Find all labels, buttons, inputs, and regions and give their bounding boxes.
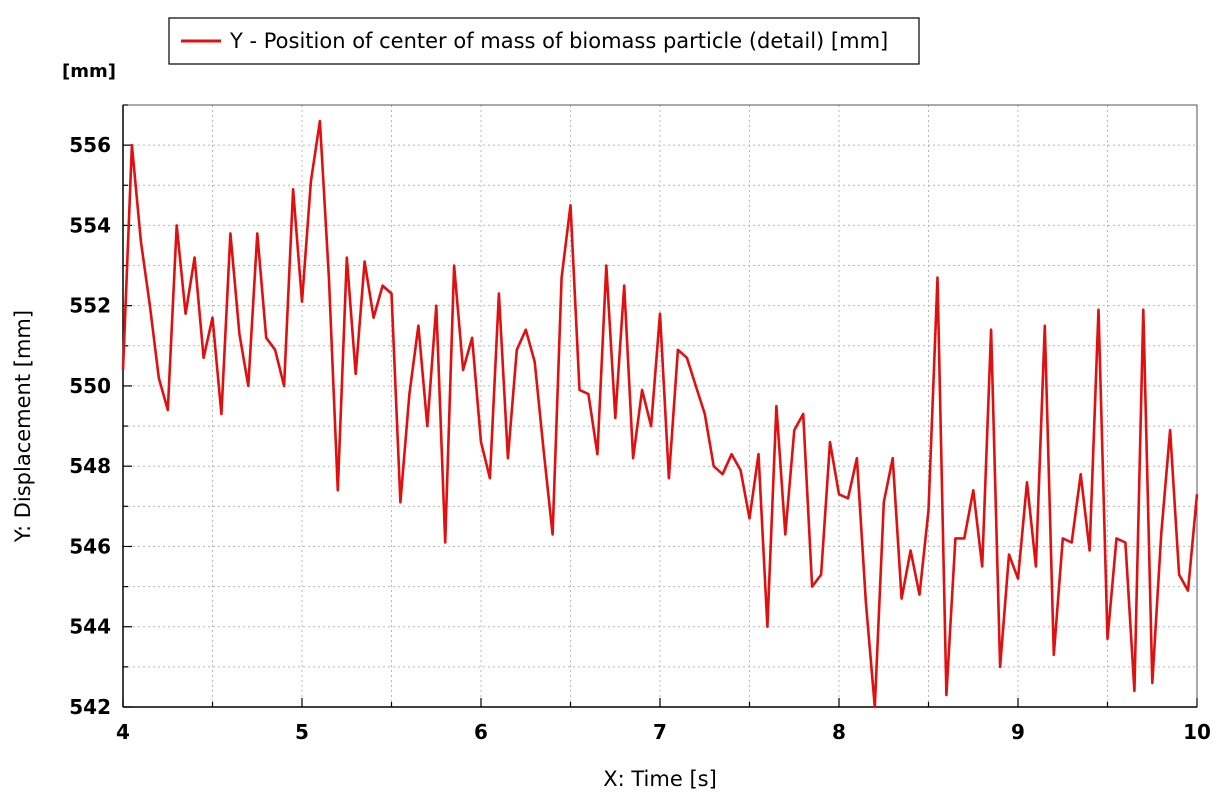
x-tick-label: 10 bbox=[1183, 720, 1211, 744]
y-tick-label: 542 bbox=[69, 695, 111, 719]
legend-label: Y - Position of center of mass of biomas… bbox=[229, 29, 888, 53]
x-tick-label: 8 bbox=[832, 720, 846, 744]
axes: 4 5 6 7 8 9 10 542 544 546 548 550 552 554 556 bbox=[69, 104, 1211, 744]
x-tick-label: 4 bbox=[116, 720, 130, 744]
x-tick-label: 6 bbox=[474, 720, 488, 744]
x-axis-title: X: Time [s] bbox=[603, 767, 717, 791]
y-tick-label: 548 bbox=[69, 454, 111, 478]
x-tick-label: 9 bbox=[1011, 720, 1025, 744]
y-tick-label: 546 bbox=[69, 534, 111, 558]
series-layer bbox=[121, 119, 1199, 709]
y-unit-label: [mm] bbox=[62, 61, 116, 82]
y-tick-label: 554 bbox=[69, 213, 111, 237]
y-tick-label: 556 bbox=[69, 133, 111, 157]
x-tick-label: 7 bbox=[653, 720, 667, 744]
y-axis-title: Y: Displacement [mm] bbox=[11, 310, 35, 543]
x-tick-label: 5 bbox=[295, 720, 309, 744]
series-line bbox=[121, 119, 1199, 709]
legend: Y - Position of center of mass of biomas… bbox=[168, 17, 920, 65]
y-tick-label: 544 bbox=[69, 615, 111, 639]
legend-box bbox=[168, 17, 920, 65]
y-tick-label: 550 bbox=[69, 374, 111, 398]
y-tick-label: 552 bbox=[69, 294, 111, 318]
